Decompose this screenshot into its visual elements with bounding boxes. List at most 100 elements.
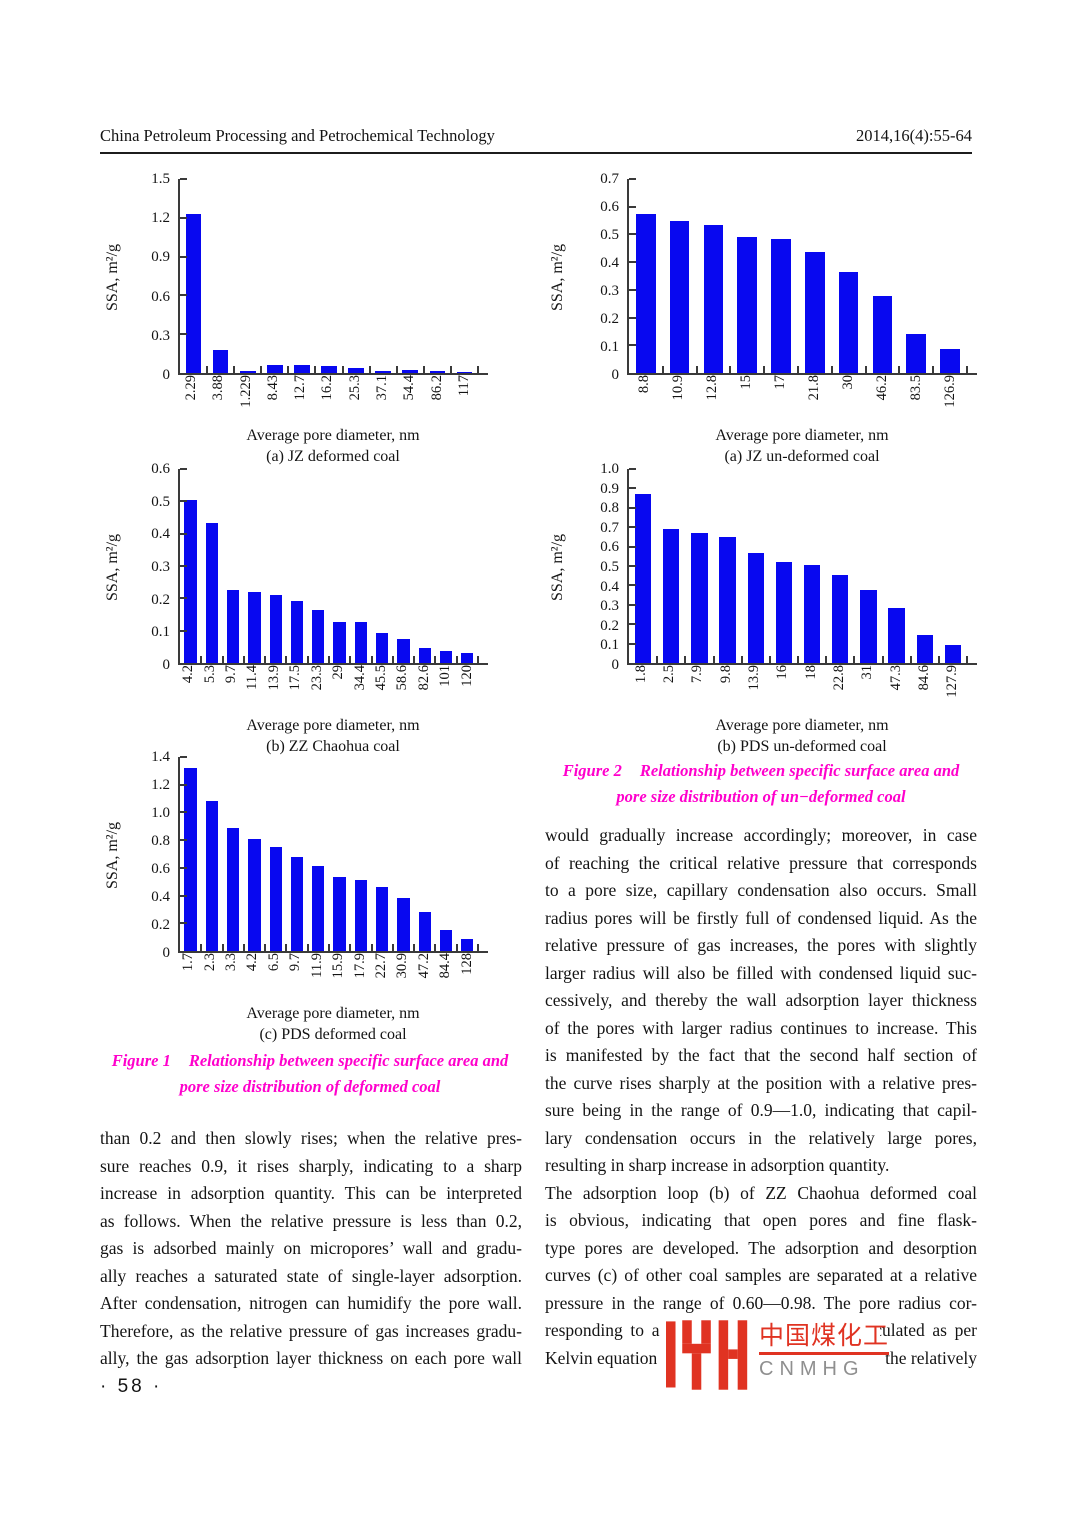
x-tick-label: 23.3 [308, 665, 325, 691]
x-label-slot: 1.229 [233, 375, 260, 425]
bar-slot [180, 469, 201, 663]
y-tick-label: 1.4 [151, 749, 170, 765]
x-tick-label: 7.9 [689, 665, 706, 684]
x-label-slot: 86.2 [423, 375, 450, 425]
y-tick-label: 0.4 [151, 526, 170, 543]
bar-slot [629, 179, 663, 373]
bar-slot [343, 179, 370, 373]
x-tick-mark [391, 656, 394, 663]
x-tick-mark [242, 656, 245, 663]
bar-45.5 [376, 632, 389, 663]
x-tick-label: 47.3 [887, 665, 904, 691]
bar-4.2 [184, 499, 197, 663]
x-label-slot: 1.8 [627, 665, 655, 715]
bar-slot [286, 469, 307, 663]
y-axis-title: SSA, m²/g [549, 243, 566, 311]
x-tick-label: 6.5 [265, 953, 282, 972]
y-tick-label: 0.7 [600, 519, 619, 536]
x-tick-label: 1.7 [180, 953, 197, 972]
x-tick-mark [314, 366, 317, 373]
y-axis-area: 0 0.1 0.2 0.3 0.4 0.5 0.6 0.7 0.8 0.9 1.0 [571, 461, 627, 673]
x-label-slot: 13.9 [264, 665, 285, 715]
x-tick-label: 34.4 [351, 665, 368, 691]
y-tick-label: 0.5 [600, 559, 619, 575]
x-label-slot: 9.7 [285, 953, 306, 1003]
x-tick-mark [797, 656, 799, 663]
bar-4.2 [248, 838, 261, 951]
x-label-slot: 25.3 [342, 375, 369, 425]
text-line: larger radius will also be filled with c… [545, 962, 977, 983]
text-line: After condensation, nitrogen can humidif… [100, 1293, 522, 1313]
x-label-slot: 5.3 [199, 665, 220, 715]
bar-31 [860, 589, 877, 663]
x-label-slot: 83.5 [899, 375, 933, 425]
x-tick-mark [966, 366, 968, 373]
bar-25.3 [348, 367, 364, 373]
x-labels-row: 1.8 2.5 7.9 9.8 13.9 16 18 22.8 31 47.3 84.6 127.9 [627, 665, 977, 715]
x-tick-mark [422, 366, 425, 373]
x-label-slot: 84.4 [435, 953, 456, 1003]
bar-slot [457, 757, 478, 951]
x-label-slot: 16 [769, 665, 797, 715]
x-tick-label: 3.88 [210, 375, 227, 401]
x-tick-label: 82.6 [415, 665, 432, 691]
bar-11.4 [248, 591, 261, 663]
x-tick-label: 21.8 [805, 375, 822, 401]
x-label-slot: 1.7 [178, 953, 199, 1003]
bar-16 [775, 561, 793, 663]
bar-18 [803, 564, 821, 663]
text-line: gas is adsorbed mainly on micropores’ wa… [100, 1238, 522, 1258]
bar-slot [798, 469, 826, 663]
x-tick-label: 2.5 [660, 665, 677, 684]
x-tick-mark [477, 366, 479, 373]
bar-82.6 [418, 647, 431, 663]
bar-slot [397, 179, 424, 373]
y-axis-title: SSA, m²/g [104, 821, 121, 889]
plot-inner [629, 469, 968, 663]
x-tick-label: 17.9 [351, 953, 368, 979]
x-label-slot: 82.6 [414, 665, 435, 715]
bars-row [180, 757, 478, 951]
bar-slot [207, 179, 234, 373]
text-line: ally, the gas adsorption layer thickness… [100, 1348, 522, 1368]
bar-slot [329, 757, 350, 951]
x-tick-mark [909, 656, 912, 663]
bar-23.3 [312, 609, 325, 663]
x-label-slot: 84.6 [910, 665, 938, 715]
bar-slot [911, 469, 939, 663]
x-tick-label: 5.3 [201, 665, 218, 684]
x-tick-label: 3.3 [223, 953, 240, 972]
bar-1.229 [239, 371, 256, 373]
x-label-slot: 22.7 [371, 953, 392, 1003]
x-tick-mark [242, 944, 245, 951]
y-tick-label: 0.3 [600, 283, 619, 299]
x-label-slot: 30 [831, 375, 865, 425]
x-tick-mark [221, 656, 224, 663]
right-paragraph-1: would gradually increase accordingly; mo… [545, 822, 977, 1180]
x-label-slot: 10.9 [661, 375, 695, 425]
bar-slot [265, 469, 286, 663]
x-label-slot: 6.5 [264, 953, 285, 1003]
logo-text-block: 中国煤化工 CNMHG [759, 1320, 890, 1380]
x-tick-mark [264, 656, 267, 663]
y-tick-label: 1.5 [151, 171, 170, 187]
x-label-slot: 128 [456, 953, 477, 1003]
x-label-slot: 46.2 [865, 375, 899, 425]
y-tick-label: 0.6 [151, 461, 170, 477]
x-tick-mark [477, 656, 479, 663]
y-tick-label: 0 [162, 657, 171, 673]
chart-jz-deformed-coal: SSA, m²/g 0 0.3 0.6 0.9 1.2 1.5 2.29 3.88 1.229… [100, 170, 488, 467]
bar-126.9 [940, 349, 960, 373]
x-tick-label: 37.1 [373, 375, 390, 401]
left-column-paragraph: than 0.2 and then slowly rises; when the… [100, 1125, 522, 1373]
x-tick-label: 18 [802, 665, 819, 680]
y-tick-mark [180, 866, 187, 869]
bar-slot [414, 469, 435, 663]
plot-inner [180, 469, 479, 663]
bar-slot [393, 757, 414, 951]
y-tick-label: 0.1 [600, 339, 619, 355]
y-tick-label: 0 [162, 945, 171, 961]
page-header: China Petroleum Processing and Petrochem… [100, 126, 972, 146]
figure2-text: Relationship between specific surface ar… [639, 761, 960, 780]
x-tick-mark [825, 656, 828, 663]
